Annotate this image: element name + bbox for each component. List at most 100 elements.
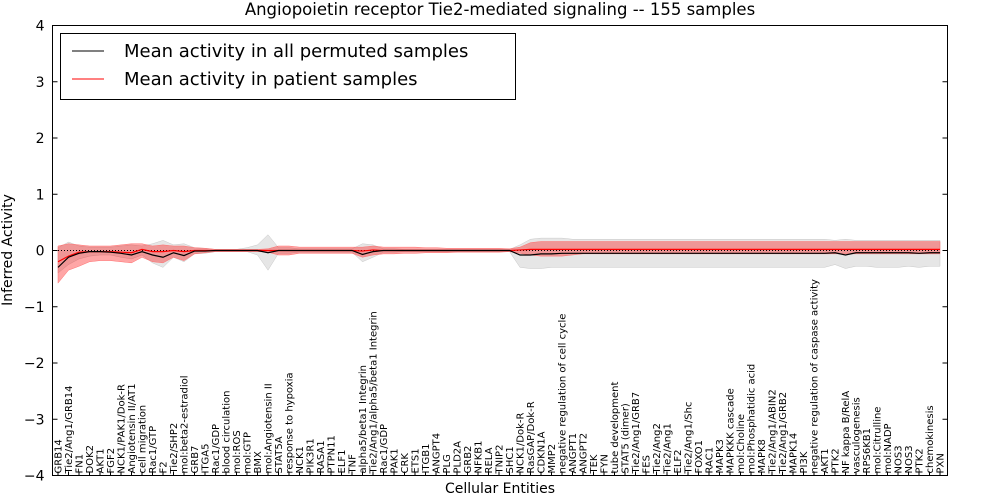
x-axis-title: Cellular Entities — [445, 481, 555, 497]
x-category-label: vasculogenesis — [852, 397, 863, 473]
confidence-bands — [57, 234, 941, 284]
x-category-label: MAPK8 — [757, 439, 768, 473]
x-category-label: chemokinesis — [925, 405, 936, 473]
x-category-label: NCK1/PAK1/Dok-R — [117, 384, 128, 473]
y-tick-label: −1 — [24, 300, 45, 316]
x-category-label: response to hypoxia — [285, 372, 296, 473]
x-category-label: negative regulation of caspase activity — [810, 279, 821, 473]
y-tick-label: −2 — [24, 356, 45, 372]
x-category-label: RAC1 — [705, 447, 716, 474]
x-category-label: mol:Citrulline — [873, 407, 884, 474]
x-category-label: SHC1 — [505, 446, 516, 473]
y-tick-label: −3 — [24, 412, 45, 428]
x-category-label: TNIP2 — [495, 445, 506, 475]
x-category-label: PIK3R1 — [306, 438, 317, 473]
x-category-label: PI3K — [799, 451, 810, 473]
series-lines — [57, 248, 940, 268]
x-category-label: FYN — [600, 454, 611, 473]
x-category-label: Tie2/Ang1/GRB14 — [64, 385, 75, 474]
x-category-label: GRB14 — [54, 439, 65, 473]
x-category-label: TNF — [348, 454, 359, 475]
x-category-label: NCK1/Dok-R — [516, 413, 527, 474]
x-category-label: FN1 — [75, 454, 86, 474]
x-category-label: PLG — [442, 454, 453, 473]
x-category-label: Tie2/Ang1/Shc — [684, 402, 695, 475]
x-category-label: NFKB1 — [474, 440, 485, 473]
x-category-label: ANGPT4 — [432, 433, 443, 474]
x-category-label: PXN — [936, 453, 947, 473]
x-category-label: negative regulation of cell cycle — [558, 314, 569, 474]
x-category-label: FGF2 — [106, 448, 117, 474]
x-category-label: ETS1 — [411, 448, 422, 473]
x-category-label: DOK2 — [85, 445, 96, 474]
x-category-label: mol:NADP — [883, 423, 894, 473]
y-tick-label: 1 — [36, 187, 45, 203]
x-category-label: PLD2A — [453, 441, 464, 474]
x-category-label: Rac1/GTP — [148, 426, 159, 474]
x-axis-labels: GRB14 Tie2/Ang1/GRB14 FN1 DOK2 AKT1 FGF2 NCK1/… — [54, 279, 947, 476]
x-category-label: MMP2 — [547, 444, 558, 474]
x-category-label: CDKN1A — [537, 431, 548, 473]
x-category-label: CRK — [400, 453, 411, 474]
x-category-label: TEK — [589, 454, 600, 474]
x-category-label: NOS3 — [904, 445, 915, 473]
x-category-label: cell migration — [138, 405, 149, 474]
x-category-label: Rac1/GDP — [379, 424, 390, 474]
x-category-label: Tie2/Ang1/alpha5/beta1 Integrin — [369, 311, 380, 474]
x-category-label: AKT1 — [96, 448, 107, 473]
x-category-label: GRB2 — [463, 446, 474, 474]
x-category-label: PTPN11 — [327, 435, 338, 473]
x-category-label: Tie2/Ang1/GRB2 — [778, 392, 789, 475]
x-category-label: RPS6KB1 — [862, 428, 873, 473]
x-category-label: Tie2/Ang2 — [652, 423, 663, 474]
x-category-label: mol:Choline — [736, 414, 747, 474]
x-category-label: F2 — [159, 461, 170, 473]
x-category-label: Tie2/Ang1 — [663, 423, 674, 474]
x-category-label: ANGPT2 — [579, 433, 590, 474]
chart-title: Angiopoietin receptor Tie2-mediated sign… — [245, 0, 755, 19]
x-category-label: tube development — [610, 382, 621, 474]
y-tick-label: 2 — [36, 131, 45, 147]
x-category-label: Tie2/SHP2 — [169, 423, 180, 475]
x-category-label: RASA1 — [316, 440, 327, 473]
x-category-label: BMX — [253, 451, 264, 473]
x-category-label: MAPKKK cascade — [726, 388, 737, 473]
x-category-label: FOXO1 — [694, 440, 705, 473]
x-category-label: Rac1/GDP — [211, 424, 222, 474]
x-category-label: AKT1 — [820, 448, 831, 473]
x-category-label: alpha5/beta1 Integrin — [358, 365, 369, 473]
x-category-label: ELF1 — [337, 449, 348, 473]
x-category-label: PAK1 — [390, 448, 401, 473]
x-category-label: mol:Angiotensin II — [264, 383, 275, 473]
y-tick-label: 0 — [36, 244, 45, 260]
x-category-label: PTK2 — [831, 448, 842, 473]
x-category-label: STAT5 (dimer) — [621, 403, 632, 473]
x-category-label: blood circulation — [222, 391, 233, 474]
x-category-label: mol:ROS — [232, 430, 243, 473]
x-category-label: NOS3 — [894, 445, 905, 473]
x-category-label: RasGAP/Dok-R — [526, 401, 537, 473]
x-category-label: Tie2/Ang1/ABIN2 — [768, 389, 779, 474]
y-tick-label: −4 — [24, 469, 45, 485]
x-category-label: PTK2 — [915, 448, 926, 473]
line-permuted-mean — [57, 249, 940, 268]
x-category-label: MAPK3 — [715, 439, 726, 473]
x-category-label: NCK1 — [295, 446, 306, 473]
x-category-label: ITGA5 — [201, 443, 212, 473]
x-category-label: MAPK14 — [789, 433, 800, 474]
y-tick-label: 3 — [36, 75, 45, 91]
legend: Mean activity in all permuted samples Me… — [60, 33, 516, 100]
legend-label-permuted: Mean activity in all permuted samples — [124, 41, 468, 62]
x-category-label: ANGPT1 — [568, 433, 579, 474]
y-axis: −4 −3 −2 −1 0 1 2 3 4 — [24, 19, 948, 485]
x-category-label: GRB7 — [190, 446, 201, 474]
x-category-label: mol:Phosphatidic acid — [747, 364, 758, 474]
x-category-label: STAT5A — [274, 436, 285, 473]
x-category-label: FES — [642, 455, 653, 473]
x-category-label: mol:beta2-estradiol — [180, 375, 191, 473]
legend-label-patient: Mean activity in patient samples — [124, 69, 418, 90]
y-axis-title: Inferred Activity — [0, 194, 16, 306]
legend-box — [60, 33, 516, 100]
x-category-label: NF kappa B/RelA — [841, 391, 852, 474]
